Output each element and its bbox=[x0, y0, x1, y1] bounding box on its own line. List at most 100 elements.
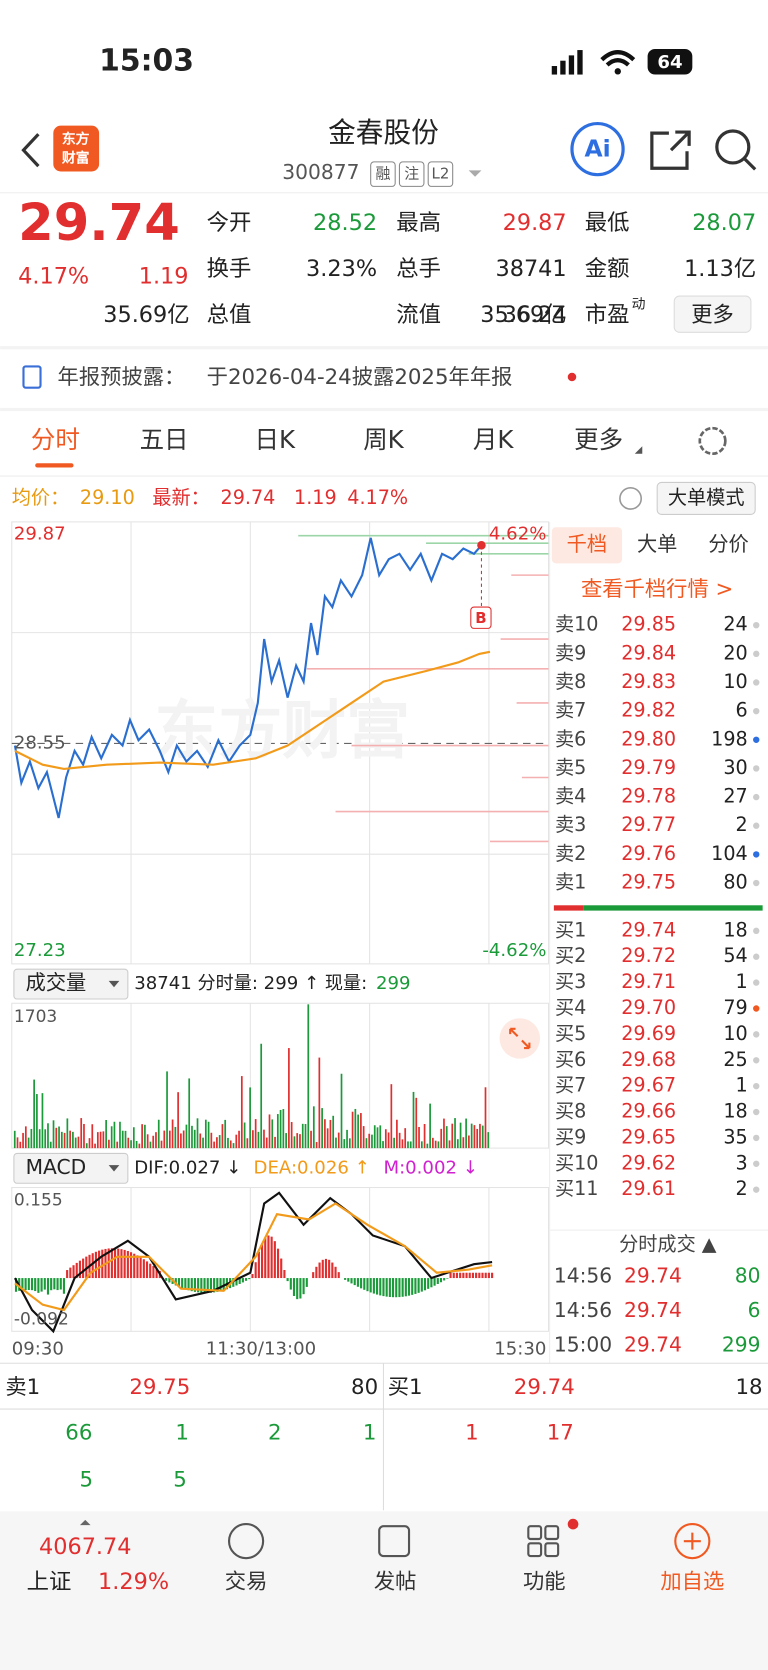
book-split bbox=[553, 905, 584, 911]
macd-bar bbox=[455, 1272, 459, 1279]
book-price: 29.83 bbox=[621, 670, 676, 693]
index-value[interactable]: 4067.74 bbox=[39, 1534, 131, 1560]
volume-bar bbox=[166, 1071, 168, 1149]
macd-bar bbox=[197, 1278, 200, 1293]
volume-bar bbox=[130, 1140, 132, 1149]
book-dot bbox=[753, 851, 760, 858]
macd-bar bbox=[366, 1278, 369, 1292]
trade-time: 14:56 bbox=[554, 1263, 612, 1287]
macd-bar bbox=[315, 1266, 318, 1279]
macd-min: -0.092 bbox=[14, 1310, 69, 1330]
tab[interactable]: 日K bbox=[255, 425, 296, 454]
ai-button[interactable] bbox=[570, 121, 625, 177]
nav-item[interactable]: 加自选 bbox=[660, 1570, 724, 1595]
book-volume: 18 bbox=[723, 1100, 747, 1123]
volume-bar bbox=[312, 1106, 315, 1149]
nav-item[interactable]: 功能 bbox=[523, 1570, 566, 1595]
nav-icon bbox=[227, 1523, 265, 1560]
macd-bar bbox=[27, 1278, 30, 1290]
wifi bbox=[600, 50, 636, 67]
tab[interactable]: 更多 bbox=[574, 425, 623, 454]
book-tab[interactable]: 大单 bbox=[637, 532, 677, 556]
tab[interactable]: 周K bbox=[363, 425, 404, 454]
share-button[interactable] bbox=[650, 130, 691, 170]
book-dot bbox=[753, 736, 760, 743]
volume-bar bbox=[454, 1118, 456, 1149]
dropdown bbox=[634, 446, 643, 454]
macd-bar bbox=[273, 1241, 276, 1279]
macd-bar bbox=[407, 1278, 411, 1296]
volume-bar bbox=[163, 1130, 166, 1149]
stock-code: 300877 bbox=[282, 160, 359, 184]
volume-bar bbox=[481, 1125, 484, 1149]
macd-bar bbox=[66, 1270, 69, 1279]
avg-label: 均价： bbox=[12, 486, 69, 509]
dropdown[interactable] bbox=[468, 170, 482, 177]
tab[interactable]: 分时 bbox=[31, 425, 80, 454]
macd-bar bbox=[449, 1272, 452, 1279]
book-price: 29.85 bbox=[621, 613, 676, 636]
book-tab-active[interactable] bbox=[551, 527, 623, 564]
tag bbox=[398, 161, 425, 187]
search-button[interactable] bbox=[715, 129, 751, 165]
nav-icon bbox=[683, 1532, 701, 1550]
nav-item[interactable]: 发帖 bbox=[374, 1570, 417, 1595]
macd-bar bbox=[120, 1249, 123, 1279]
volume-bar bbox=[138, 1143, 141, 1149]
more-button[interactable] bbox=[673, 295, 752, 333]
trades-title[interactable]: 分时成交 ▲ bbox=[619, 1233, 717, 1256]
trade-volume: 80 bbox=[735, 1263, 761, 1287]
book-level: 卖4 bbox=[555, 785, 586, 808]
nav-bar bbox=[0, 1511, 768, 1670]
book-dot bbox=[753, 1134, 760, 1142]
macd-bar bbox=[114, 1248, 117, 1279]
volume-selector[interactable] bbox=[13, 968, 129, 1000]
macd-bar bbox=[302, 1278, 305, 1295]
macd-selector[interactable] bbox=[13, 1152, 129, 1184]
book-price: 29.78 bbox=[621, 785, 676, 808]
macd-bar bbox=[324, 1258, 328, 1279]
macd-bar bbox=[446, 1278, 449, 1279]
book-dot bbox=[753, 953, 760, 960]
tab[interactable]: 五日 bbox=[140, 425, 189, 454]
book-tab[interactable]: 分价 bbox=[708, 532, 748, 556]
price-base: 28.55 bbox=[14, 732, 66, 753]
book-dot bbox=[753, 1186, 760, 1193]
tag-label: 融 bbox=[375, 165, 390, 183]
expand-button[interactable] bbox=[499, 1018, 541, 1059]
macd-bar bbox=[235, 1278, 238, 1286]
tab-underline bbox=[35, 463, 74, 468]
macd-bar bbox=[24, 1278, 27, 1291]
more-label: 更多 bbox=[691, 302, 734, 327]
volume-bar bbox=[456, 1139, 459, 1149]
macd-bar bbox=[401, 1278, 404, 1297]
volume-bar bbox=[238, 1130, 240, 1149]
volume-bar bbox=[30, 1128, 33, 1149]
notice-text[interactable]: 于2026-04-24披露2025年年报 bbox=[207, 365, 513, 390]
mode-button[interactable] bbox=[656, 481, 756, 515]
back-button[interactable] bbox=[21, 133, 40, 168]
volume-bar bbox=[168, 1130, 171, 1149]
stat-value: 3.23% bbox=[306, 256, 377, 282]
tab[interactable]: 月K bbox=[473, 425, 514, 454]
volume-bar bbox=[38, 1129, 41, 1149]
book-price: 29.67 bbox=[621, 1074, 676, 1097]
volume-bar bbox=[227, 1137, 229, 1149]
book-link[interactable]: 查看千档行情 > bbox=[581, 577, 733, 602]
divider bbox=[0, 346, 768, 350]
volume-bar bbox=[66, 1118, 69, 1149]
book-price: 29.79 bbox=[621, 756, 676, 779]
nav-item[interactable]: 交易 bbox=[225, 1570, 268, 1595]
volume-bar bbox=[174, 1126, 177, 1149]
book-tab[interactable]: 千档 bbox=[567, 532, 607, 556]
volume-bar bbox=[229, 1140, 232, 1149]
macd-bar bbox=[248, 1278, 251, 1280]
book-price: 29.74 bbox=[621, 918, 676, 941]
settings-button[interactable] bbox=[698, 426, 727, 456]
book-level: 卖5 bbox=[555, 756, 586, 779]
macd-bar bbox=[465, 1272, 468, 1279]
wifi-dot bbox=[614, 68, 621, 75]
help-icon[interactable] bbox=[619, 486, 643, 510]
depth-bars bbox=[298, 534, 549, 843]
volume-bar bbox=[412, 1091, 415, 1149]
